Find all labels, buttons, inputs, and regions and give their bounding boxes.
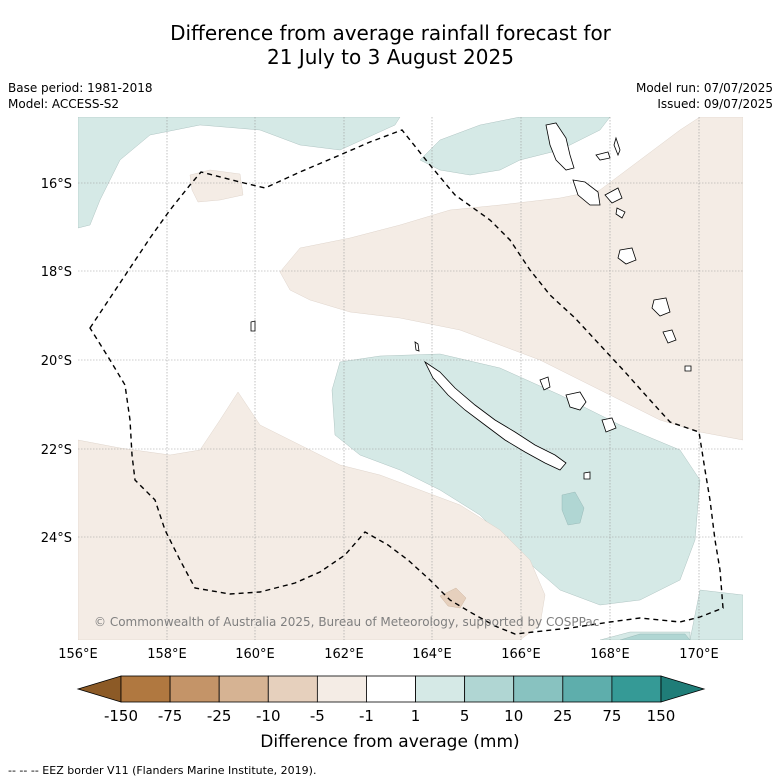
wet-region-southeast (689, 589, 743, 640)
colorbar-tick-label: 1 (411, 707, 421, 725)
colorbar-tick-label: 25 (553, 707, 572, 725)
colorbar-title: Difference from average (mm) (260, 732, 519, 752)
colorbar-tick-label: -10 (256, 707, 281, 725)
title-line-1: Difference from average rainfall forecas… (170, 21, 611, 45)
vanuatu-island-7 (615, 207, 626, 219)
colorbar-segment (464, 675, 515, 703)
lon-tick-label: 156°E (58, 647, 98, 662)
issued-date: Issued: 09/07/2025 (657, 97, 773, 111)
colorbar-tick-label: -5 (310, 707, 325, 725)
colorbar-segment (415, 675, 466, 703)
colorbar-segment (218, 675, 269, 703)
latitude-axis: 16°S 18°S 20°S 22°S 24°S (41, 177, 72, 546)
vanuatu-island-3 (604, 187, 623, 204)
wet-region-northwest (78, 117, 401, 229)
colorbar-tick-label: -25 (207, 707, 232, 725)
colorbar-segment (611, 675, 662, 703)
vanuatu-island-6 (617, 247, 637, 265)
vanuatu-espiritu-santo (545, 122, 575, 171)
lon-tick-label: 170°E (679, 647, 719, 662)
new-caledonia-island (423, 360, 567, 471)
longitude-axis: 156°E 158°E 160°E 162°E 164°E 166°E 168°… (58, 647, 719, 662)
colorbar-tick-label: 75 (602, 707, 621, 725)
isle-small-2 (250, 320, 256, 332)
loyalty-island-2 (601, 417, 617, 433)
copyright-text: © Commonwealth of Australia 2025, Bureau… (94, 615, 599, 629)
lon-tick-label: 162°E (324, 647, 364, 662)
lon-tick-label: 164°E (412, 647, 452, 662)
lon-tick-label: 166°E (501, 647, 541, 662)
colorbar-arrow-high (660, 675, 706, 703)
colorbar-tick-label: 5 (460, 707, 470, 725)
lat-tick-label: 20°S (41, 354, 72, 369)
dry-medium-spot (439, 587, 467, 609)
colorbar-segment (513, 675, 564, 703)
lon-tick-label: 158°E (147, 647, 187, 662)
gridlines (78, 117, 743, 640)
colorbar-tick-label: -150 (104, 707, 138, 725)
rainfall-anomaly-fields (78, 117, 743, 640)
vanuatu-island-5 (613, 136, 621, 157)
loyalty-island-3 (539, 376, 551, 391)
footnote: -- -- -- EEZ border V11 (Flanders Marine… (8, 764, 316, 777)
wet-medium-spot-south (619, 633, 691, 640)
wet-region-central (331, 353, 701, 606)
fiji-island-2 (662, 329, 677, 344)
lon-tick-label: 160°E (235, 647, 275, 662)
fiji-island-3 (684, 365, 692, 372)
isle-small-3 (414, 341, 420, 352)
colorbar-tick-label: 10 (504, 707, 523, 725)
title-line-2: 21 July to 3 August 2025 (267, 45, 514, 69)
colorbar-tick-label: -1 (359, 707, 374, 725)
base-period: Base period: 1981-2018 (8, 81, 153, 95)
colorbar: -150 -75 -25 -10 -5 -1 1 5 10 25 75 150 (76, 675, 706, 725)
colorbar-arrow-low (76, 675, 122, 703)
colorbar-segment (562, 675, 613, 703)
wet-region-north (419, 117, 611, 176)
vanuatu-island-2 (572, 179, 601, 206)
dry-region-central-band (279, 117, 743, 441)
lon-tick-label: 168°E (590, 647, 630, 662)
colorbar-tick-label: 150 (647, 707, 676, 725)
model-name: Model: ACCESS-S2 (8, 97, 120, 111)
lat-tick-label: 22°S (41, 443, 72, 458)
vanuatu-island-4 (595, 151, 611, 161)
colorbar-segment (120, 675, 171, 703)
colorbar-segment (169, 675, 220, 703)
isle-small-1 (583, 471, 591, 480)
colorbar-segment (366, 675, 416, 703)
lat-tick-label: 16°S (41, 177, 72, 192)
dry-region-southwest (78, 391, 546, 640)
fiji-island-1 (651, 297, 671, 317)
lat-tick-label: 18°S (41, 265, 72, 280)
eez-border (89, 129, 724, 635)
colorbar-segment (267, 675, 318, 703)
colorbar-segment (316, 675, 367, 703)
loyalty-island-1 (565, 391, 587, 411)
wet-medium-spot (561, 491, 585, 526)
colorbar-tick-label: -75 (158, 707, 183, 725)
dry-region-north-spot (189, 169, 244, 203)
coastlines (250, 122, 692, 480)
model-run: Model run: 07/07/2025 (635, 81, 773, 95)
lat-tick-label: 24°S (41, 531, 72, 546)
